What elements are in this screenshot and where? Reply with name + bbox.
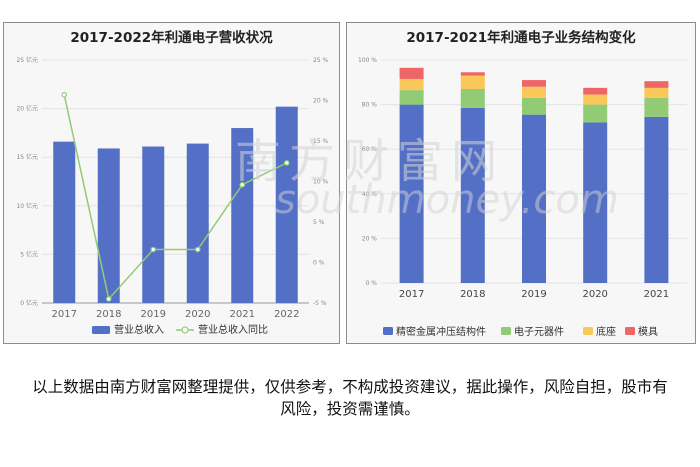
legend-swatch-revenue bbox=[92, 326, 110, 334]
x-tick-label: 2020 bbox=[582, 289, 607, 300]
y-right-tick-label: 0 % bbox=[313, 260, 325, 267]
legend-label: 模具 bbox=[638, 326, 658, 338]
yoy-point bbox=[150, 246, 157, 253]
revenue-chart-panel: 2017-2022年利通电子营收状况 0 亿元 5 亿元 10 亿元 15 亿元 20 … bbox=[3, 22, 340, 344]
business-structure-chart: 0 % 20 % 40 % 60 % 80 % 100 % 2017 2018 2019 2020… bbox=[358, 57, 687, 338]
y-left-tick-label: 0 亿元 bbox=[20, 299, 38, 307]
legend-label-revenue: 营业总收入 bbox=[114, 323, 164, 336]
revenue-bar bbox=[142, 146, 165, 303]
stacked-bar-segment bbox=[522, 97, 546, 115]
revenue-bar bbox=[275, 106, 298, 303]
x-tick-label: 2018 bbox=[460, 289, 485, 300]
stacked-bar-segment bbox=[583, 122, 608, 283]
x-tick-label: 2021 bbox=[644, 289, 669, 300]
business-structure-chart-panel: 2017-2021年利通电子业务结构变化 0 % 20 % 40 % 60 % 80 %… bbox=[346, 22, 696, 344]
revenue-bar bbox=[53, 141, 76, 303]
y-right-tick-label: 5 % bbox=[313, 219, 325, 226]
stacked-bar-segment bbox=[460, 107, 485, 283]
revenue-bar bbox=[97, 148, 120, 303]
yoy-point bbox=[61, 92, 68, 98]
stacked-bar-segment bbox=[460, 75, 485, 89]
x-tick-label: 2017 bbox=[52, 309, 77, 320]
business-structure-chart-title: 2017-2021年利通电子业务结构变化 bbox=[406, 30, 636, 46]
stacked-bar-segment bbox=[644, 87, 669, 98]
revenue-bar bbox=[231, 128, 254, 303]
y-tick-label: 40 % bbox=[362, 191, 378, 198]
yoy-point bbox=[105, 296, 112, 302]
legend-label: 电子元器件 bbox=[514, 325, 564, 338]
legend-label: 精密金属冲压结构件 bbox=[396, 325, 486, 338]
legend-swatch bbox=[583, 327, 593, 335]
stacked-bar-segment bbox=[399, 104, 424, 283]
stacked-bar-segment bbox=[522, 80, 546, 87]
x-tick-label: 2019 bbox=[141, 309, 166, 320]
y-right-tick-label: -5 % bbox=[313, 300, 327, 307]
legend-label: 底座 bbox=[596, 325, 616, 338]
stacked-bar-segment bbox=[644, 81, 669, 88]
revenue-bar bbox=[186, 143, 209, 303]
stacked-bar-segment bbox=[399, 90, 424, 105]
stacked-bar-segment bbox=[399, 78, 424, 91]
stacked-bar-segment bbox=[644, 97, 669, 117]
stacked-bar-segment bbox=[522, 86, 546, 98]
revenue-chart-title: 2017-2022年利通电子营收状况 bbox=[70, 30, 273, 46]
stacked-bar-segment bbox=[583, 87, 608, 95]
stacked-bar-segment bbox=[583, 94, 608, 105]
y-tick-label: 0 % bbox=[366, 280, 378, 287]
y-left-tick-label: 15 亿元 bbox=[16, 153, 38, 161]
stacked-bar-segment bbox=[644, 116, 669, 284]
y-left-tick-label: 10 亿元 bbox=[16, 202, 38, 210]
yoy-point bbox=[239, 181, 246, 188]
disclaimer-text: 以上数据由南方财富网整理提供，仅供参考，不构成投资建议，据此操作，风险自担，股市… bbox=[32, 378, 668, 418]
y-right-tick-label: 25 % bbox=[313, 57, 329, 64]
stacked-bar-segment bbox=[583, 104, 608, 123]
y-left-tick-label: 20 亿元 bbox=[16, 105, 38, 113]
y-right-tick-label: 10 % bbox=[313, 179, 329, 186]
x-tick-label: 2018 bbox=[96, 309, 121, 320]
stacked-bar-segment bbox=[522, 114, 546, 283]
y-right-tick-label: 20 % bbox=[313, 98, 329, 105]
yoy-point bbox=[283, 160, 290, 166]
x-tick-label: 2019 bbox=[521, 289, 546, 300]
y-tick-label: 20 % bbox=[362, 235, 378, 242]
legend-swatch bbox=[625, 327, 635, 335]
legend-label-yoy: 营业总收入同比 bbox=[198, 323, 268, 336]
stacked-bar-segment bbox=[399, 67, 424, 79]
legend-swatch-yoy-marker bbox=[181, 326, 189, 334]
legend-swatch bbox=[383, 327, 393, 335]
y-left-tick-label: 5 亿元 bbox=[20, 250, 38, 258]
x-tick-label: 2020 bbox=[185, 309, 210, 320]
y-right-tick-label: 15 % bbox=[313, 138, 329, 145]
revenue-chart: 0 亿元 5 亿元 10 亿元 15 亿元 20 亿元 25 亿元 -5 % 0 % 5 % 10… bbox=[16, 56, 329, 336]
y-tick-label: 80 % bbox=[362, 102, 378, 109]
legend-swatch bbox=[501, 327, 511, 335]
y-left-tick-label: 25 亿元 bbox=[16, 56, 38, 64]
stacked-bar-segment bbox=[460, 72, 485, 76]
x-tick-label: 2021 bbox=[230, 309, 255, 320]
y-tick-label: 100 % bbox=[358, 57, 377, 64]
x-tick-label: 2017 bbox=[399, 289, 424, 300]
yoy-line bbox=[63, 94, 288, 301]
x-tick-label: 2022 bbox=[274, 309, 299, 320]
y-tick-label: 60 % bbox=[362, 146, 378, 153]
yoy-point bbox=[194, 246, 201, 253]
stacked-bar-segment bbox=[460, 88, 485, 108]
